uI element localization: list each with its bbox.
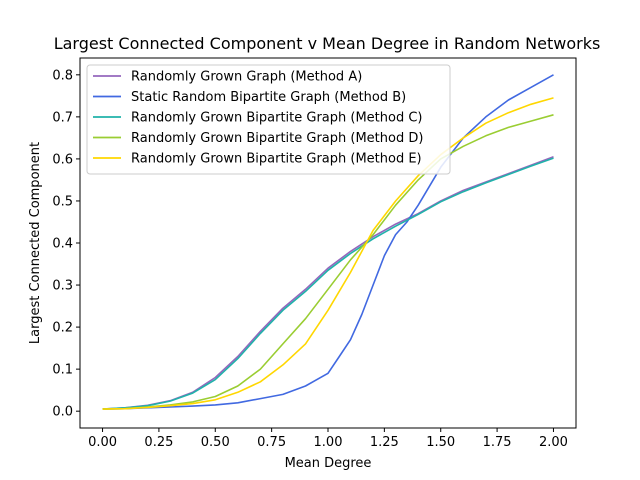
chart-title: Largest Connected Component v Mean Degre… xyxy=(54,34,601,53)
y-tick-label: 0.4 xyxy=(52,237,73,252)
legend-label-4: Randomly Grown Bipartite Graph (Method D… xyxy=(131,131,423,146)
x-tick-label: 1.50 xyxy=(426,435,455,450)
legend-label-3: Randomly Grown Bipartite Graph (Method C… xyxy=(131,111,423,126)
series-line-5 xyxy=(102,97,554,410)
y-tick-label: 0.5 xyxy=(52,194,73,209)
series-lines xyxy=(102,74,554,410)
x-tick-label: 2.00 xyxy=(539,435,568,450)
x-tick-label: 0.00 xyxy=(88,435,117,450)
x-axis-title: Mean Degree xyxy=(285,456,372,471)
x-tick-label: 0.75 xyxy=(257,435,286,450)
y-tick-label: 0.7 xyxy=(52,110,73,125)
legend: Randomly Grown Graph (Method A) Static Ra… xyxy=(86,64,451,175)
y-tick-label: 0.0 xyxy=(52,405,73,420)
x-tick-label: 1.75 xyxy=(483,435,512,450)
y-tick-label: 0.6 xyxy=(52,152,73,167)
series-line-1 xyxy=(102,156,554,410)
series-line-3 xyxy=(102,157,554,410)
x-tick-label: 0.50 xyxy=(201,435,230,450)
y-axis-title: Largest Connected Component xyxy=(28,142,43,344)
legend-box xyxy=(86,64,451,175)
series-line-4 xyxy=(102,114,554,410)
y-tick-label: 0.1 xyxy=(52,363,73,378)
y-tick-label: 0.2 xyxy=(52,321,73,336)
y-axis-ticks: 0.0 0.1 0.2 0.3 0.4 0.5 0.6 0.7 0.8 xyxy=(52,68,80,420)
legend-label-1: Randomly Grown Graph (Method A) xyxy=(131,70,362,85)
y-tick-label: 0.3 xyxy=(52,279,73,294)
x-tick-label: 1.25 xyxy=(370,435,399,450)
x-tick-label: 0.25 xyxy=(144,435,173,450)
y-tick-label: 0.8 xyxy=(52,68,73,83)
x-tick-label: 1.00 xyxy=(314,435,343,450)
legend-label-5: Randomly Grown Bipartite Graph (Method E… xyxy=(131,152,422,167)
x-axis-ticks: 0.00 0.25 0.50 0.75 1.00 1.25 1.50 1.75 2.00 xyxy=(88,428,568,450)
legend-label-2: Static Random Bipartite Graph (Method B) xyxy=(131,90,406,105)
